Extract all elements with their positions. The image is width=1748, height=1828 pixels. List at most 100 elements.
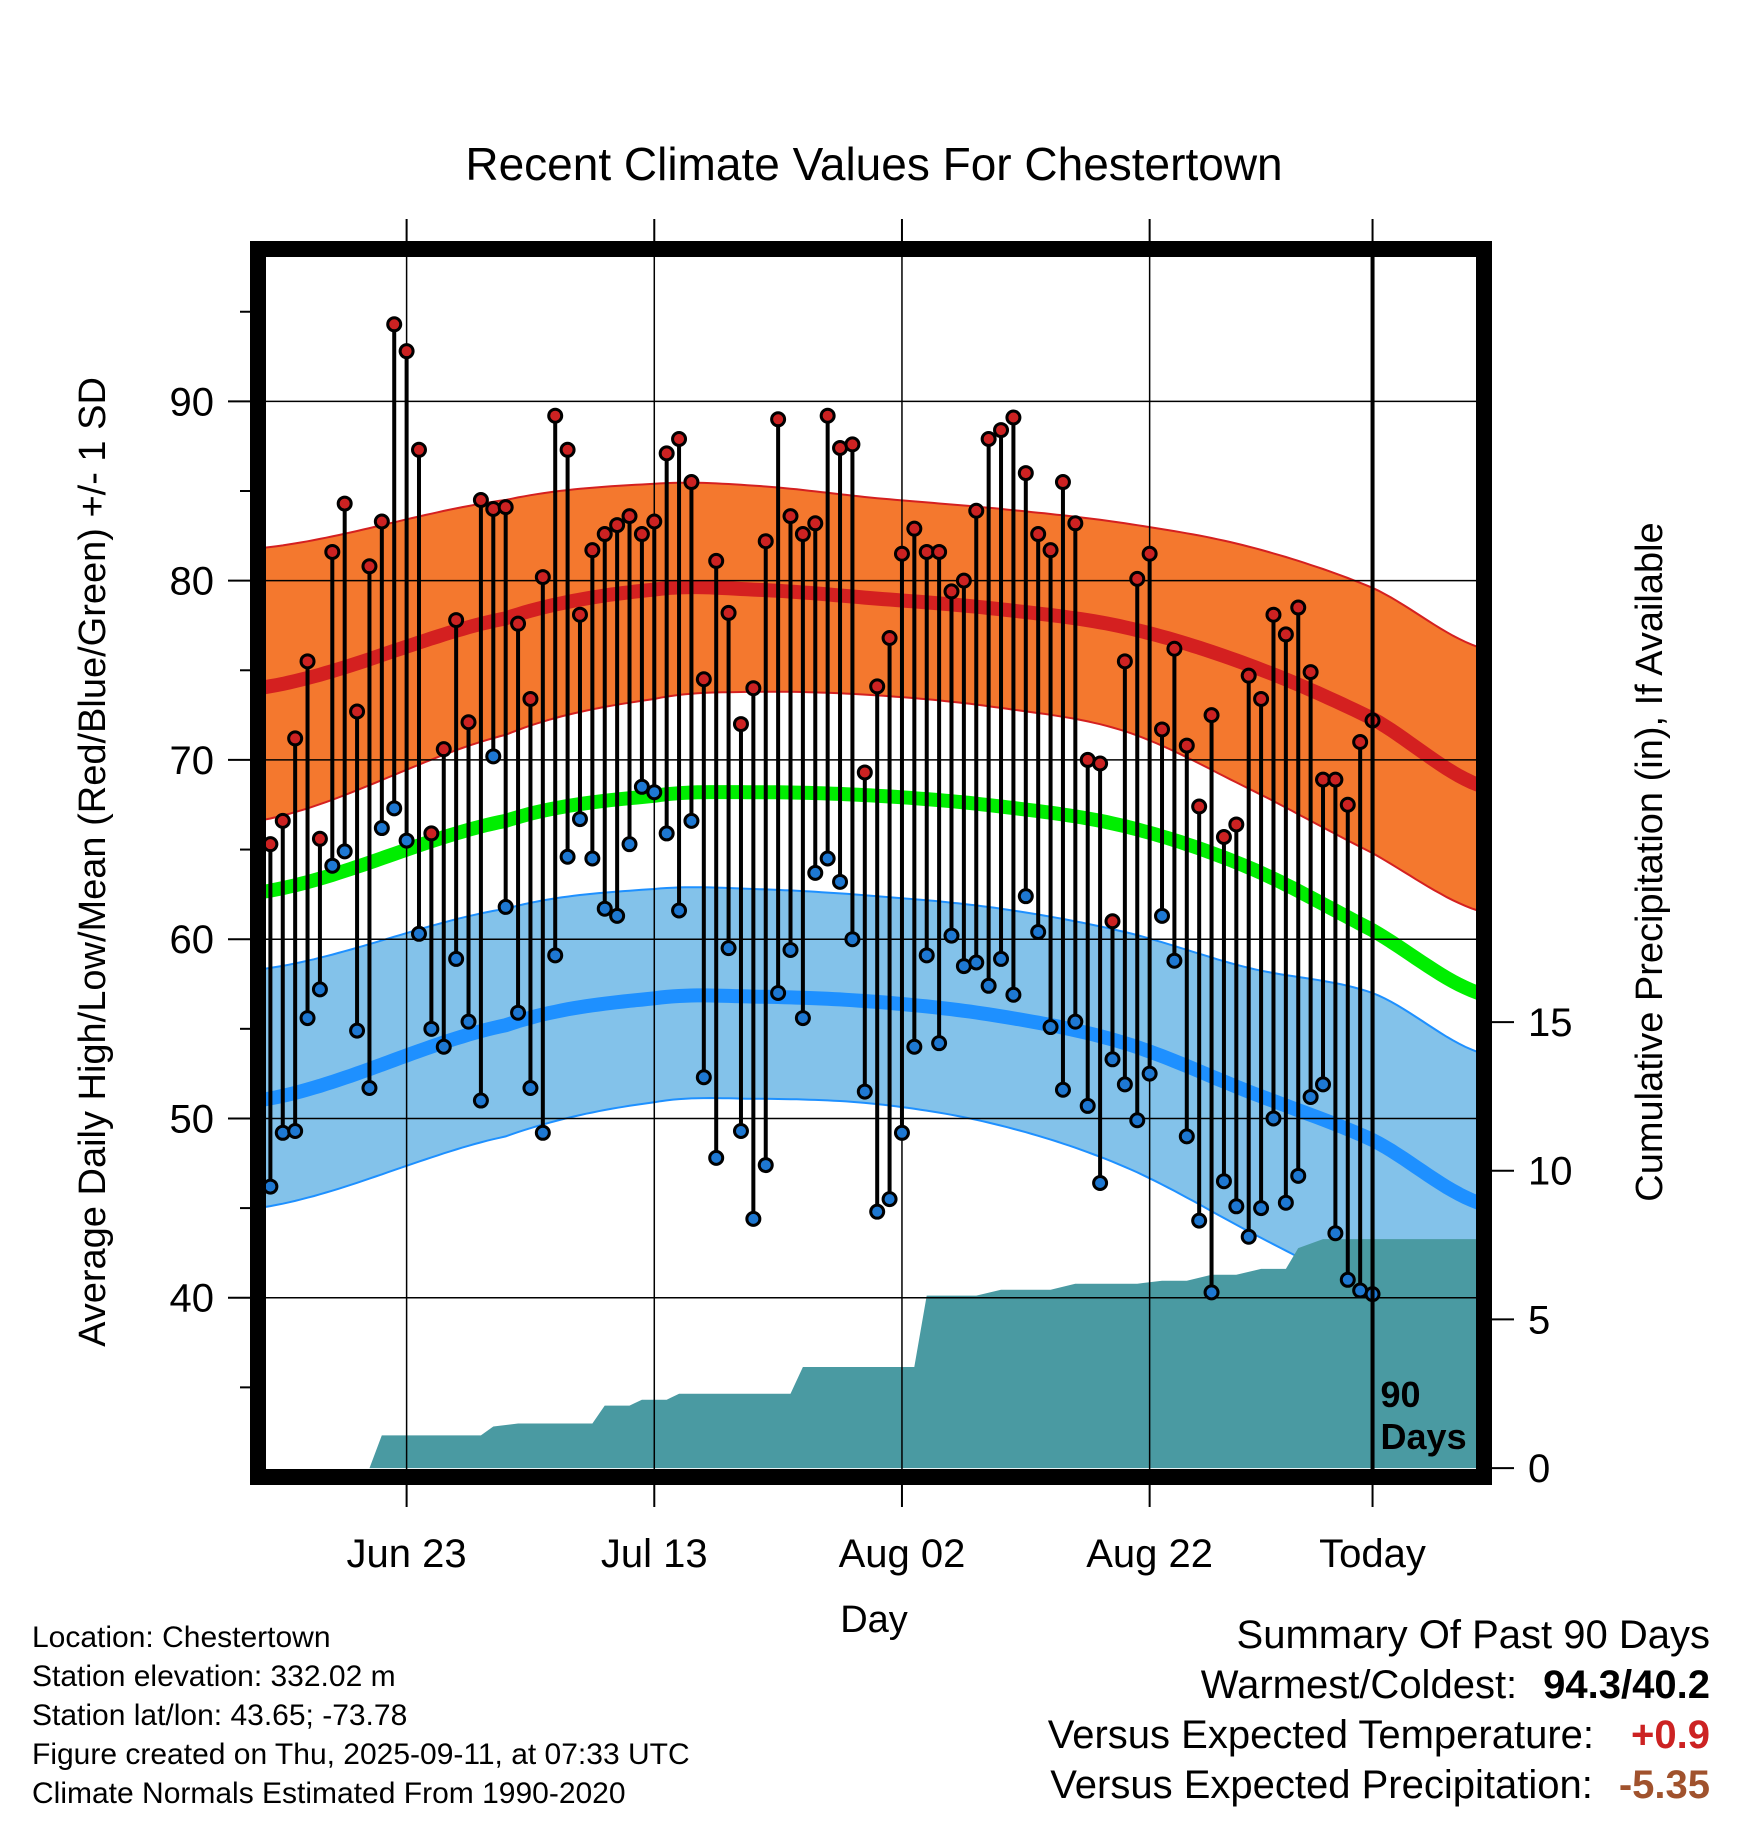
daily-high-point [361,558,378,575]
daily-high-point [571,606,588,623]
summary-temperature: Versus Expected Temperature: +0.9 [1048,1710,1710,1760]
daily-high-point [1154,721,1171,738]
daily-low-point [832,873,849,890]
daily-low-point [918,947,935,964]
daily-high-point [757,533,774,550]
daily-high-point [311,830,328,847]
daily-low-point [299,1010,316,1027]
daily-low-point [770,984,787,1001]
y2-axis-title: Cumulative Precipitation (in), If Availa… [1629,522,1671,1201]
daily-low-point [621,836,638,853]
normal-low-line [258,988,1484,1212]
summary-precipitation: Versus Expected Precipitation: -5.35 [1048,1760,1710,1810]
warmest-coldest-value: 94.3/40.2 [1543,1663,1710,1707]
daily-high-point [1191,798,1208,815]
temperature-value: +0.9 [1631,1713,1710,1757]
normal-high-band [258,481,1484,914]
daily-high-point [993,422,1010,439]
daily-high-point [547,407,564,424]
daily-high-point [534,569,551,586]
daily-high-point [1116,653,1133,670]
daily-low-point [1327,1225,1344,1242]
daily-low-point [782,941,799,958]
daily-high-point [349,703,366,720]
daily-high-point [1265,606,1282,623]
daily-low-point [571,811,588,828]
daily-low-point [1228,1198,1245,1215]
daily-high-point [1042,542,1059,559]
daily-low-point [497,898,514,915]
daily-low-point [386,800,403,817]
daily-high-point [472,491,489,508]
normal-high-line [258,580,1484,794]
daily-low-point [349,1022,366,1039]
daily-high-point [633,526,650,543]
daily-high-point [819,407,836,424]
x-axis-title: Day [840,1599,908,1641]
daily-high-point [1228,816,1245,833]
daily-low-point [646,784,663,801]
daily-low-point [1079,1097,1096,1114]
y2-tick-label: 10 [1528,1150,1573,1194]
daily-high-point [1277,626,1294,643]
daily-low-point [757,1157,774,1174]
daily-high-point [609,517,626,534]
daily-high-point [1290,599,1307,616]
daily-high-point [621,508,638,525]
daily-high-point [955,572,972,589]
daily-low-point [423,1020,440,1037]
daily-low-point [448,950,465,967]
daily-low-point [993,950,1010,967]
daily-low-point [398,832,415,849]
daily-high-point [510,615,527,632]
today-marker-label: 90 Days [1381,1374,1467,1457]
daily-low-point [1215,1173,1232,1190]
daily-low-point [584,850,601,867]
daily-high-point [1240,667,1257,684]
x-tick-label: Jun 23 [347,1532,467,1576]
x-tick-label: Aug 02 [839,1532,966,1576]
daily-high-point [807,515,824,532]
daily-low-point [510,1004,527,1021]
daily-high-point [794,526,811,543]
daily-low-point [1154,907,1171,924]
daily-low-point [1116,1076,1133,1093]
daily-high-point [1129,570,1146,587]
daily-high-point [1104,913,1121,930]
daily-high-point [770,411,787,428]
x-tick-label: Aug 22 [1086,1532,1213,1576]
chart-title: Recent Climate Values For Chestertown [465,138,1282,190]
daily-high-point [460,714,477,731]
daily-high-point [1166,640,1183,657]
summary-heading: Summary Of Past 90 Days [1236,1613,1710,1657]
y-tick-label: 60 [170,918,215,962]
daily-high-point [559,441,576,458]
daily-low-point [435,1038,452,1055]
daily-high-point [708,552,725,569]
daily-low-point [1253,1200,1270,1217]
daily-high-point [287,730,304,747]
plot-area [258,481,1484,1469]
daily-high-point [1017,465,1034,482]
daily-low-point [410,925,427,942]
daily-low-point [1191,1212,1208,1229]
daily-low-point [1240,1228,1257,1245]
daily-low-point [671,902,688,919]
daily-high-point [1203,707,1220,724]
daily-high-point [658,445,675,462]
daily-high-point [980,431,997,448]
daily-low-point [1017,888,1034,905]
y2-tick-label: 15 [1528,1001,1573,1045]
daily-high-point [893,545,910,562]
daily-low-point [274,1124,291,1141]
daily-low-point [1030,924,1047,941]
daily-high-point [968,502,985,519]
y-tick-label: 80 [170,560,215,604]
plot-frame [250,241,1492,1485]
daily-high-point [732,716,749,733]
daily-high-point [1092,755,1109,772]
daily-low-point [844,931,861,948]
daily-low-point [906,1038,923,1055]
plot-border [250,241,1492,1485]
y-axis-title: Average Daily High/Low/Mean (Red/Blue/Gr… [72,377,114,1347]
